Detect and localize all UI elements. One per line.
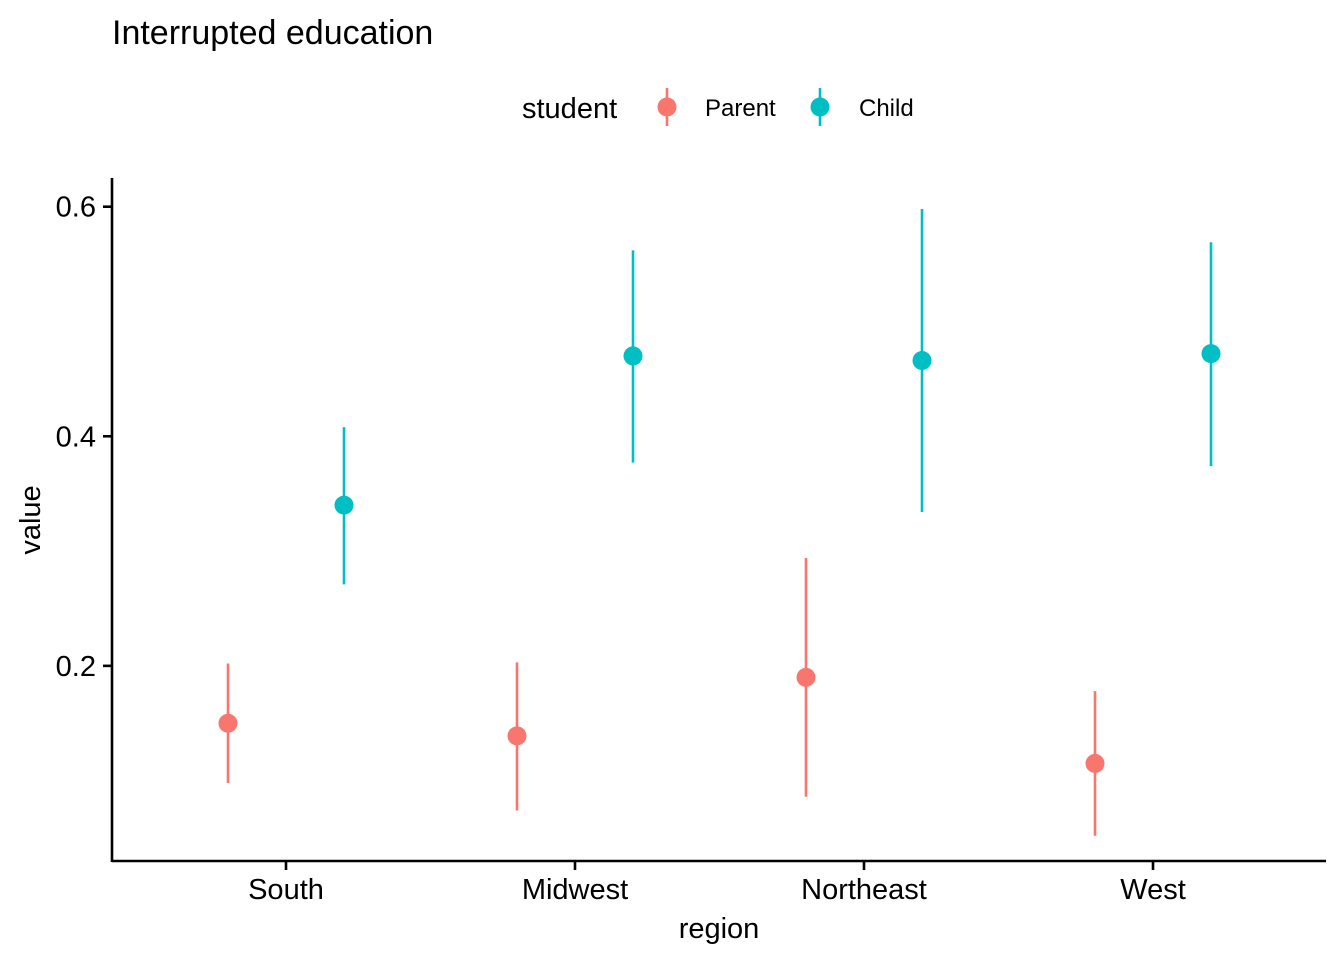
legend-key-child [810,88,830,126]
legend-label-parent: Parent [705,95,776,122]
x-tick-label: Northeast [801,874,927,906]
x-axis-title: region [679,913,760,945]
point-parent [1085,753,1105,773]
x-ticks: South Midwest Northeast West [248,861,1186,906]
y-tick-label: 0.4 [56,421,96,453]
point-child [912,351,932,371]
y-ticks: 0.2 0.4 0.6 [56,192,112,683]
point-parent [218,713,238,733]
point-parent [796,667,816,687]
y-axis-title: value [15,485,47,554]
point-child [1201,344,1221,364]
point-child [334,495,354,515]
point-child [623,346,643,366]
point-parent [507,726,527,746]
legend-title: student [522,93,617,125]
legend-key-child-dot [810,97,830,117]
y-tick-label: 0.6 [56,192,96,224]
axes [110,178,1326,863]
y-tick-label: 0.2 [56,651,96,683]
legend: student Parent Child [522,88,914,126]
legend-key-parent-dot [657,97,677,117]
data-marks [218,208,1221,836]
x-tick-label: Midwest [522,874,628,906]
chart-title: Interrupted education [112,14,433,52]
x-tick-label: South [248,874,324,906]
legend-key-parent [657,88,677,126]
legend-label-child: Child [859,95,914,122]
x-tick-label: West [1120,874,1186,906]
